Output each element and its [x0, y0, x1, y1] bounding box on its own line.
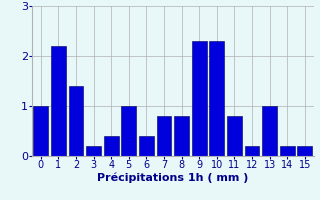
Bar — [174, 116, 189, 156]
Bar — [121, 106, 136, 156]
Bar — [104, 136, 119, 156]
Bar — [192, 41, 207, 156]
Bar — [139, 136, 154, 156]
Bar — [297, 146, 312, 156]
Bar — [51, 46, 66, 156]
Bar — [68, 86, 84, 156]
Bar — [86, 146, 101, 156]
Bar — [209, 41, 224, 156]
Bar — [262, 106, 277, 156]
X-axis label: Précipitations 1h ( mm ): Précipitations 1h ( mm ) — [97, 173, 249, 183]
Bar — [244, 146, 260, 156]
Bar — [280, 146, 295, 156]
Bar — [33, 106, 48, 156]
Bar — [227, 116, 242, 156]
Bar — [156, 116, 172, 156]
